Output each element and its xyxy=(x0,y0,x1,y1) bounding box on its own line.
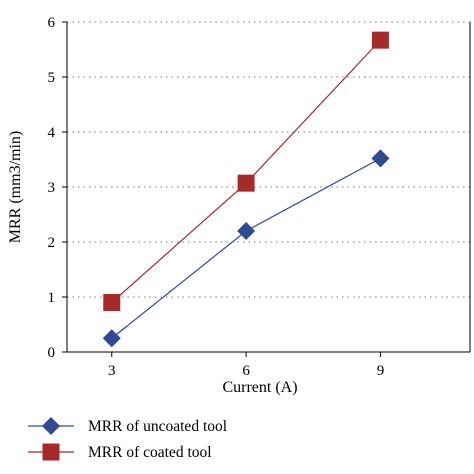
legend-label: MRR of uncoated tool xyxy=(88,418,227,435)
data-point-marker xyxy=(371,31,389,49)
x-tick-label: 9 xyxy=(377,363,385,379)
legend-marker xyxy=(42,417,60,435)
data-point-marker xyxy=(102,329,121,348)
gridlines xyxy=(67,21,470,298)
legend-label: MRR of coated tool xyxy=(88,444,212,461)
data-point-marker xyxy=(237,174,255,192)
data-point-marker xyxy=(237,222,256,240)
x-tick-labels: 3 6 9 xyxy=(108,352,384,379)
y-tick-label: 0 xyxy=(48,345,56,361)
x-tick-label: 3 xyxy=(108,363,116,379)
y-tick-label: 5 xyxy=(48,70,56,86)
y-tick-label: 2 xyxy=(48,235,56,251)
legend: MRR of uncoated tool MRR of coated tool xyxy=(28,417,227,461)
data-point-marker xyxy=(103,294,121,311)
y-tick-label: 6 xyxy=(48,15,56,31)
legend-marker xyxy=(42,443,60,461)
series-layer xyxy=(102,31,390,348)
y-tick-label: 4 xyxy=(48,125,56,141)
x-tick-label: 6 xyxy=(242,363,250,379)
axes xyxy=(66,22,471,353)
y-axis-title: MRR (mm3/min) xyxy=(7,131,24,243)
y-tick-label: 3 xyxy=(48,180,56,196)
x-axis-title: Current (A) xyxy=(222,379,297,396)
y-tick-label: 1 xyxy=(48,290,56,306)
series-line-2 xyxy=(111,39,381,303)
y-tick-labels: 0 1 2 3 4 5 6 xyxy=(48,15,67,361)
data-point-marker xyxy=(371,149,390,168)
